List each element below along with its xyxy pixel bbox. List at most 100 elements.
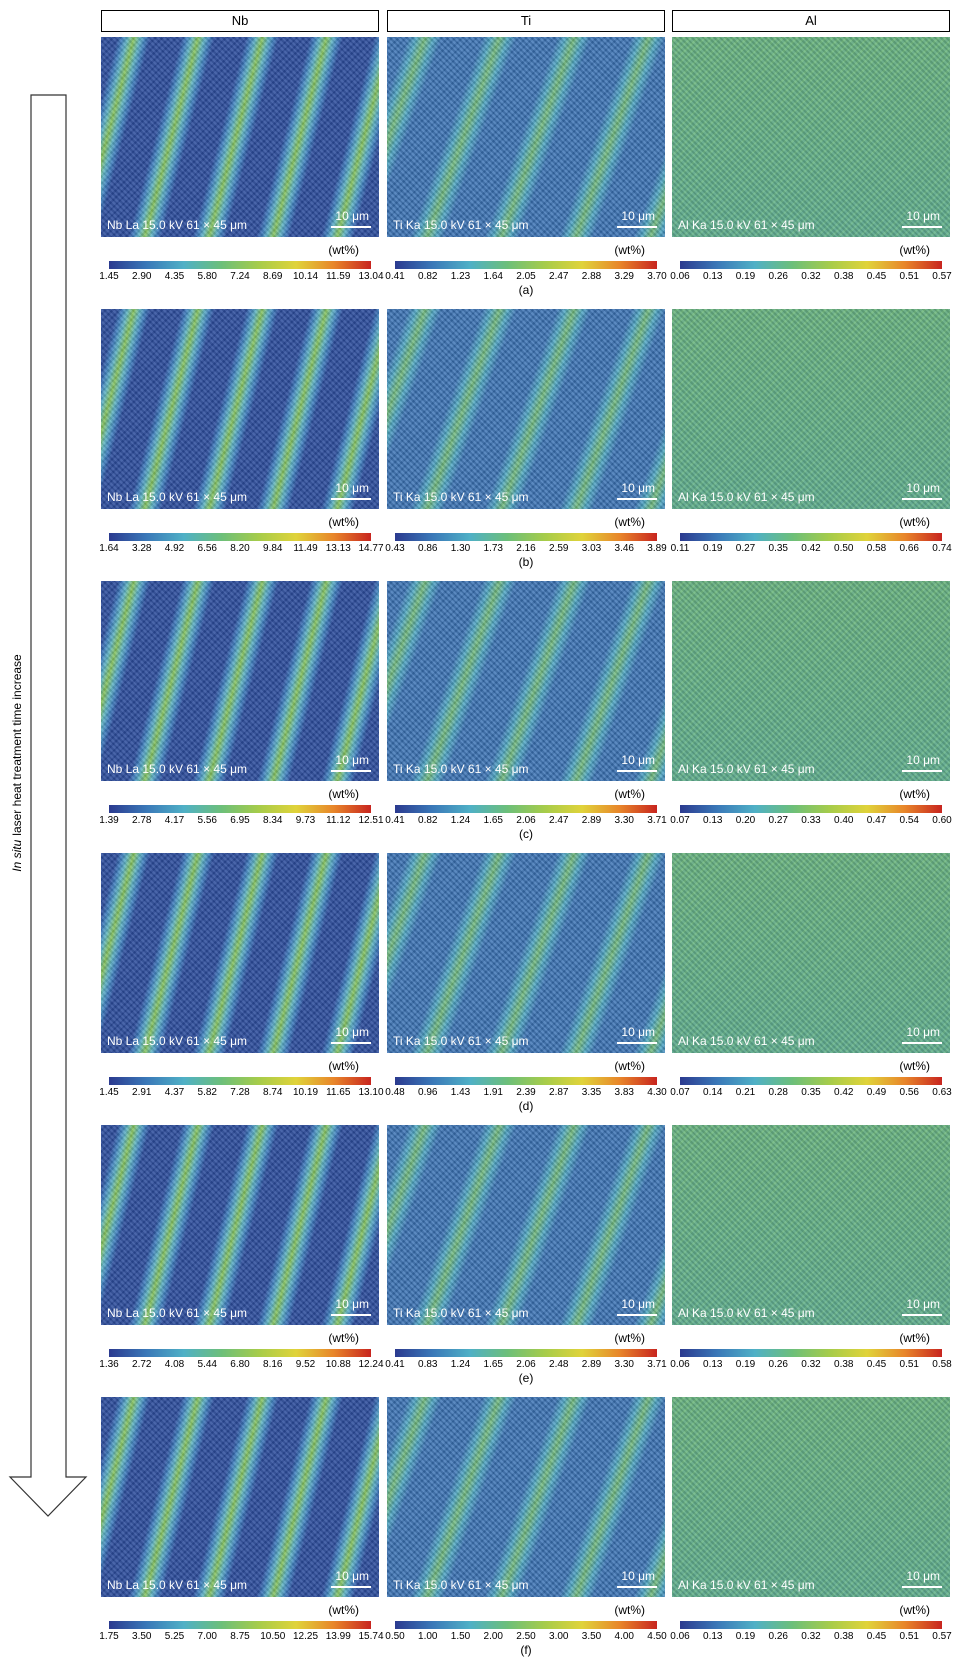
color-bar-tick: 0.35: [801, 1087, 821, 1098]
element-map: Ti Ka 15.0 kV 61 × 45 μm 10 μm: [387, 1397, 665, 1597]
color-bar-tick: 2.88: [581, 271, 602, 282]
color-bar-tick: 0.86: [418, 543, 438, 554]
color-bar-tick: 0.13: [703, 271, 723, 282]
color-bar-tick: 1.65: [483, 1359, 503, 1370]
color-bar-tick: 3.46: [614, 543, 634, 554]
unit-label: (wt%): [328, 1331, 359, 1345]
element-map: Al Ka 15.0 kV 61 × 45 μm 10 μm: [672, 581, 950, 781]
color-bar-tick: 1.64: [99, 543, 119, 554]
scale-bar: [331, 1042, 371, 1044]
color-bar-tick: 15.74: [358, 1631, 384, 1642]
color-bar-tick: 0.19: [735, 1631, 756, 1642]
color-bar-tick: 3.71: [647, 1359, 667, 1370]
color-bar-tick: 0.28: [768, 1087, 788, 1098]
color-bar-tick: 1.43: [450, 1087, 471, 1098]
color-bar-tick: 0.27: [735, 543, 756, 554]
element-map: Ti Ka 15.0 kV 61 × 45 μm 10 μm: [387, 853, 665, 1053]
color-bar-tick: 1.45: [99, 271, 119, 282]
scale-bar-label: 10 μm: [621, 209, 655, 223]
color-bar-tick: 10.88: [325, 1359, 351, 1370]
color-bar-tick: 0.43: [385, 543, 405, 554]
color-bar-tick: 0.58: [866, 543, 887, 554]
color-bar-tick: 2.78: [132, 815, 152, 826]
color-bar: [109, 805, 371, 813]
color-bar-tick: 0.51: [899, 1359, 919, 1370]
color-bar-tick: 6.56: [197, 543, 217, 554]
color-bar-tick: 0.35: [768, 543, 788, 554]
color-bar-tick: 0.41: [385, 815, 405, 826]
color-bar-tick: 4.00: [614, 1631, 634, 1642]
color-bar: [109, 1621, 371, 1629]
scale-bar: [617, 1586, 657, 1588]
color-bar-tick: 1.23: [450, 271, 471, 282]
map-caption: Ti Ka 15.0 kV 61 × 45 μm: [393, 1306, 529, 1320]
color-bar-tick: 5.82: [197, 1087, 217, 1098]
color-bar-tick: 3.03: [581, 543, 602, 554]
color-bar-tick: 0.21: [735, 1087, 756, 1098]
map-caption: Nb La 15.0 kV 61 × 45 μm: [107, 1034, 247, 1048]
unit-label: (wt%): [899, 1603, 930, 1617]
scale-bar: [902, 498, 942, 500]
color-bar-tick: 2.39: [516, 1087, 536, 1098]
color-bar-tick: 0.19: [735, 1359, 756, 1370]
color-bar-tick: 13.04: [358, 271, 384, 282]
map-caption: Nb La 15.0 kV 61 × 45 μm: [107, 1578, 247, 1592]
color-bar-tick: 11.59: [326, 271, 351, 282]
scale-bar-label: 10 μm: [621, 753, 655, 767]
map-caption: Ti Ka 15.0 kV 61 × 45 μm: [393, 1578, 529, 1592]
time-arrow: [8, 94, 88, 1517]
color-bar-tick: 12.51: [358, 815, 384, 826]
color-bar-tick: 0.07: [670, 815, 690, 826]
color-bar-tick: 1.24: [450, 815, 471, 826]
color-bar-tick: 5.80: [197, 271, 217, 282]
color-bar-tick: 0.42: [834, 1087, 854, 1098]
scale-bar: [902, 1314, 942, 1316]
unit-label: (wt%): [614, 515, 645, 529]
unit-label: (wt%): [614, 1059, 645, 1073]
color-bar-tick: 0.26: [768, 271, 788, 282]
element-map: Ti Ka 15.0 kV 61 × 45 μm 10 μm: [387, 309, 665, 509]
map-caption: Al Ka 15.0 kV 61 × 45 μm: [678, 1034, 815, 1048]
column-header: Nb: [101, 10, 379, 32]
color-bar-tick: 4.30: [647, 1087, 667, 1098]
color-bar-tick: 0.45: [866, 271, 887, 282]
map-caption: Ti Ka 15.0 kV 61 × 45 μm: [393, 218, 529, 232]
color-bar-tick: 11.12: [326, 815, 351, 826]
color-bar-tick: 4.50: [647, 1631, 667, 1642]
color-bar-tick: 1.39: [99, 815, 119, 826]
column-header: Ti: [387, 10, 665, 32]
color-bar-tick: 0.26: [768, 1631, 788, 1642]
color-bar-tick: 1.73: [483, 543, 503, 554]
color-bar-tick: 7.28: [230, 1087, 250, 1098]
color-bar-tick: 2.16: [516, 543, 536, 554]
unit-label: (wt%): [899, 787, 930, 801]
color-bar-tick: 1.36: [99, 1359, 119, 1370]
panel-label: (c): [519, 827, 533, 841]
color-bar-tick: 0.06: [670, 1631, 690, 1642]
scale-bar-label: 10 μm: [906, 1297, 940, 1311]
color-bar-tick: 5.56: [197, 815, 217, 826]
color-bar-tick: 8.69: [263, 271, 283, 282]
element-map: Al Ka 15.0 kV 61 × 45 μm 10 μm: [672, 309, 950, 509]
map-caption: Ti Ka 15.0 kV 61 × 45 μm: [393, 762, 529, 776]
scale-bar: [331, 498, 371, 500]
color-bar-tick: 0.33: [801, 815, 821, 826]
element-map: Ti Ka 15.0 kV 61 × 45 μm 10 μm: [387, 37, 665, 237]
scale-bar-label: 10 μm: [621, 481, 655, 495]
color-bar-tick: 4.17: [164, 815, 185, 826]
color-bar-tick: 0.27: [768, 815, 788, 826]
color-bar: [680, 1621, 942, 1629]
color-bar-tick: 0.19: [735, 271, 756, 282]
scale-bar-label: 10 μm: [906, 481, 940, 495]
color-bar-tick: 4.08: [164, 1359, 185, 1370]
color-bar-tick: 2.06: [516, 815, 536, 826]
color-bar-tick: 13.99: [325, 1631, 351, 1642]
unit-label: (wt%): [899, 1331, 930, 1345]
color-bar-tick: 4.92: [164, 543, 185, 554]
color-bar-tick: 0.41: [385, 271, 405, 282]
color-bar-tick: 3.00: [549, 1631, 569, 1642]
color-bar-tick: 0.45: [866, 1359, 887, 1370]
scale-bar-label: 10 μm: [906, 1569, 940, 1583]
color-bar-tick: 1.00: [418, 1631, 438, 1642]
